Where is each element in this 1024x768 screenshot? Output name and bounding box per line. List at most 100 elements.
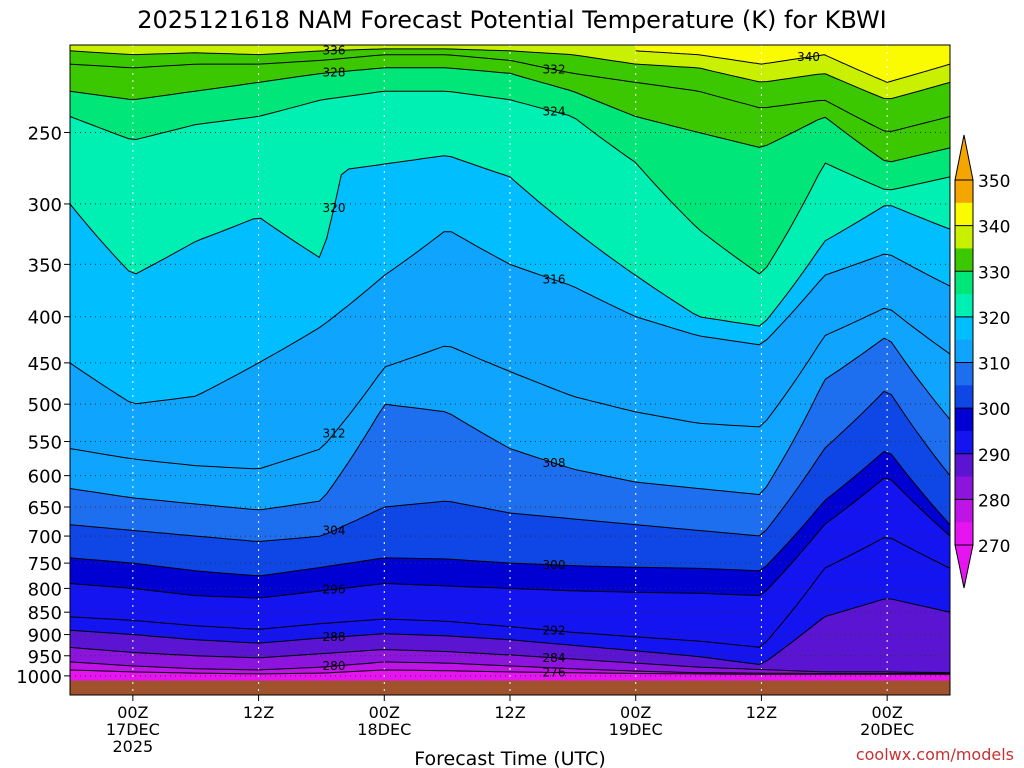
colorbar-band bbox=[955, 225, 973, 249]
plot-area bbox=[70, 45, 950, 695]
x-tick-label: 2025 bbox=[112, 737, 153, 756]
colorbar-label: 290 bbox=[978, 446, 1010, 466]
isentrope-324 bbox=[70, 90, 950, 275]
contour-label: 340 bbox=[797, 50, 820, 64]
colorbar-band bbox=[955, 408, 973, 432]
credit-link[interactable]: coolwx.com/models bbox=[856, 745, 1014, 764]
y-tick-label: 300 bbox=[28, 195, 62, 216]
y-tick-label: 550 bbox=[28, 433, 62, 454]
x-tick-label: 12Z bbox=[746, 703, 777, 722]
isentrope-292 bbox=[70, 537, 950, 648]
x-tick-label: 12Z bbox=[243, 703, 274, 722]
x-tick-label: 00Z bbox=[620, 703, 651, 722]
isentrope-336 bbox=[70, 48, 950, 100]
contour-label: 324 bbox=[543, 105, 566, 119]
isentrope-340 bbox=[635, 50, 950, 83]
isentrope-312 bbox=[70, 307, 950, 470]
isentrope-280 bbox=[70, 661, 950, 674]
y-tick-label: 750 bbox=[28, 554, 62, 575]
y-tick-label: 350 bbox=[28, 255, 62, 276]
x-tick-label: 18DEC bbox=[357, 720, 411, 739]
y-tick-label: 650 bbox=[28, 498, 62, 519]
x-tick-label: 20DEC bbox=[860, 720, 914, 739]
y-tick-label: 700 bbox=[28, 527, 62, 548]
colorbar-top-arrow bbox=[954, 134, 974, 181]
terrain bbox=[70, 680, 950, 695]
colorbar-label: 300 bbox=[978, 400, 1010, 420]
contour-label: 332 bbox=[543, 63, 566, 77]
contour-label: 284 bbox=[543, 651, 566, 665]
colorbar: 350 340 330 320 310 300 290 280 270 bbox=[954, 134, 1010, 589]
isentrope-284 bbox=[70, 646, 950, 674]
colorbar-band bbox=[955, 202, 973, 227]
isentrope-276 bbox=[70, 669, 950, 675]
colorbar-label: 280 bbox=[978, 491, 1010, 511]
colorbar-band bbox=[955, 271, 973, 295]
contour-label: 312 bbox=[323, 427, 346, 441]
contour-label: 316 bbox=[543, 273, 566, 287]
isentrope-300 bbox=[70, 450, 950, 577]
contour-label: 336 bbox=[323, 43, 346, 57]
y-tick-label: 800 bbox=[28, 579, 62, 600]
fill-band-340 bbox=[635, 45, 950, 83]
colorbar-band bbox=[955, 339, 973, 363]
isentrope-contours: 276 280 284 288 292 296 300 304 308 312 316 320 324 3… bbox=[70, 43, 950, 679]
colorbar-label: 270 bbox=[978, 537, 1010, 557]
contour-label: 276 bbox=[543, 665, 566, 679]
x-tick-label: 00Z bbox=[369, 703, 400, 722]
y-tick-label: 950 bbox=[28, 647, 62, 668]
y-tick-label: 1000 bbox=[16, 667, 62, 688]
colorbar-band bbox=[955, 294, 973, 318]
y-axis: 2503003504004505005506006507007508008509… bbox=[16, 123, 70, 688]
isentrope-296 bbox=[70, 477, 950, 599]
chart-title: 2025121618 NAM Forecast Potential Temper… bbox=[137, 6, 887, 34]
colorbar-label: 350 bbox=[978, 172, 1010, 192]
isentrope-320 bbox=[70, 155, 950, 327]
colorbar-bottom-arrow bbox=[954, 544, 974, 589]
x-tick-label: 19DEC bbox=[609, 720, 663, 739]
contour-label: 320 bbox=[323, 201, 346, 215]
isentrope-316 bbox=[70, 231, 950, 405]
contour-label: 304 bbox=[323, 523, 346, 537]
x-axis-title: Forecast Time (UTC) bbox=[414, 748, 605, 768]
x-tick-label: 12Z bbox=[494, 703, 525, 722]
colorbar-band bbox=[955, 453, 973, 478]
x-tick-label: 00Z bbox=[117, 703, 148, 722]
isentrope-304 bbox=[70, 390, 950, 542]
y-tick-label: 900 bbox=[28, 626, 62, 647]
x-tick-label: 17DEC bbox=[106, 720, 160, 739]
colorbar-band bbox=[955, 499, 973, 523]
y-tick-label: 600 bbox=[28, 467, 62, 488]
x-tick-label: 00Z bbox=[871, 703, 902, 722]
colorbar-band bbox=[955, 430, 973, 455]
colorbar-band bbox=[955, 476, 973, 500]
y-tick-label: 450 bbox=[28, 354, 62, 375]
colorbar-band bbox=[955, 362, 973, 386]
isentrope-288 bbox=[70, 598, 950, 666]
contour-label: 292 bbox=[543, 624, 566, 638]
colorbar-label: 320 bbox=[978, 309, 1010, 329]
contour-label: 328 bbox=[323, 65, 346, 79]
y-tick-label: 850 bbox=[28, 603, 62, 624]
colorbar-band bbox=[955, 316, 973, 341]
contour-label: 296 bbox=[323, 582, 346, 596]
colorbar-label: 310 bbox=[978, 355, 1010, 375]
contour-label: 300 bbox=[543, 558, 566, 572]
contour-label: 280 bbox=[323, 659, 346, 673]
isentrope-332 bbox=[70, 54, 950, 132]
colorbar-band bbox=[955, 180, 973, 204]
colorbar-band bbox=[955, 385, 973, 409]
isentrope-308 bbox=[70, 337, 950, 511]
colorbar-band bbox=[955, 248, 973, 272]
colorbar-label: 330 bbox=[978, 263, 1010, 283]
isentrope-328 bbox=[70, 67, 950, 163]
contour-label: 288 bbox=[323, 630, 346, 644]
y-tick-label: 400 bbox=[28, 308, 62, 329]
y-tick-label: 250 bbox=[28, 123, 62, 144]
y-tick-label: 500 bbox=[28, 395, 62, 416]
contour-label: 308 bbox=[543, 456, 566, 470]
colorbar-label: 340 bbox=[978, 218, 1010, 238]
colorbar-band bbox=[955, 522, 973, 546]
